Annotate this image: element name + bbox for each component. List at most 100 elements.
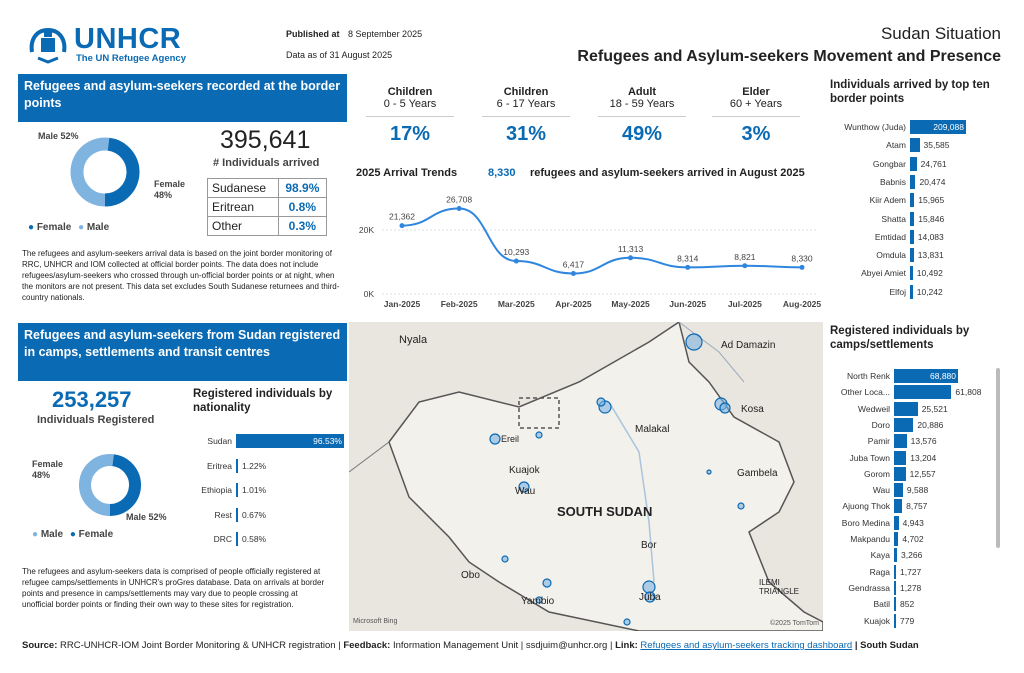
bar[interactable] — [910, 229, 914, 244]
nat-name: Eritrean — [207, 197, 279, 217]
trend-point[interactable] — [799, 264, 805, 270]
map[interactable]: Nyala Ad Damazin Kosa Malakal Gambela Ku… — [349, 322, 823, 631]
bar[interactable] — [894, 499, 903, 514]
bar-label: Babnis — [880, 176, 906, 187]
bar[interactable] — [910, 156, 917, 171]
bar-value: 12,557 — [909, 468, 936, 479]
bar[interactable] — [894, 564, 896, 579]
trend-point[interactable] — [742, 263, 748, 269]
map-place-juba: Juba — [639, 592, 661, 603]
trend-point[interactable] — [570, 270, 576, 276]
registered-section-title: Refugees and asylum-seekers from Sudan r… — [18, 323, 347, 381]
bar[interactable] — [894, 369, 958, 383]
donut1-legend: ● Female ● Male — [28, 222, 109, 233]
bar-label: Ethiopia — [201, 485, 232, 495]
bar-row: Pamir 13,576 — [826, 434, 998, 449]
bar-label: Shatta — [881, 213, 906, 224]
map-place-ereil: Ereil — [501, 434, 520, 444]
nat-pct: 98.9% — [277, 178, 328, 198]
bar[interactable] — [894, 417, 914, 432]
male-slice — [79, 454, 114, 516]
bar[interactable] — [910, 120, 966, 134]
published-date: 8 September 2025 — [348, 29, 423, 39]
bar-row: Atam 35,585 — [826, 138, 1016, 153]
bar[interactable] — [236, 434, 344, 448]
bar-value: 10,242 — [916, 286, 943, 297]
map-place-wau: Wau — [515, 486, 536, 497]
trend-point[interactable] — [685, 264, 691, 270]
bar[interactable] — [236, 532, 238, 546]
bar[interactable] — [894, 450, 907, 465]
footer-feedback-label: Feedback: — [343, 640, 391, 651]
age-range: 18 - 59 Years — [609, 98, 675, 110]
bar[interactable] — [894, 580, 896, 595]
trend-point[interactable] — [513, 258, 519, 264]
bar-row: Raga 1,727 — [826, 564, 998, 579]
trend-point[interactable] — [456, 206, 462, 212]
border-note: The refugees and asylum-seekers arrival … — [22, 249, 340, 302]
female-slice — [104, 137, 140, 207]
bar-row: Abyei Amiet 10,492 — [826, 266, 1016, 281]
registered-total: 253,257 — [52, 387, 132, 412]
bar-label: Eritrea — [206, 460, 232, 471]
bar[interactable] — [910, 138, 920, 153]
donut1-male-label: Male 52% — [38, 131, 79, 141]
bar-value: 10,492 — [916, 268, 943, 279]
bar-row: Gorom 12,557 — [826, 466, 998, 481]
age-group-3: Elder 60 + Years 3% — [708, 86, 804, 146]
bar[interactable] — [894, 483, 903, 498]
dashboard-link[interactable]: Refugees and asylum-seekers tracking das… — [640, 640, 853, 651]
bar-value: 0.58% — [242, 534, 267, 544]
map-place-damazin: Ad Damazin — [721, 340, 776, 351]
bar-row: Rest 0.67% — [190, 507, 348, 522]
bar-row: Wunthow (Juda) 209,088 — [826, 120, 1016, 134]
bar[interactable] — [894, 466, 906, 481]
bar-row: Makpandu 4,702 — [826, 532, 998, 546]
bar[interactable] — [910, 174, 916, 189]
bar[interactable] — [236, 507, 238, 522]
registered-note: The refugees and asylum-seekers data is … — [22, 567, 325, 609]
legend-male-dot: ● — [78, 222, 85, 233]
bar-row: Kiir Adem 15,965 — [826, 193, 1016, 208]
bar-value: 209,088 — [933, 122, 964, 132]
bar-value: 852 — [900, 599, 915, 610]
trend-highlight-num: 8,330 — [488, 167, 516, 179]
bar[interactable] — [894, 385, 952, 400]
bar[interactable] — [894, 401, 918, 416]
bar-row: Wau 9,588 — [826, 483, 998, 498]
age-groups: Children 0 - 5 Years 17% Children 6 - 17… — [362, 86, 810, 156]
bar[interactable] — [910, 284, 913, 299]
nat-pct: 0.3% — [277, 216, 328, 236]
reg-nat-title: Registered individuals by nationality — [193, 388, 333, 414]
bar-label: Makpandu — [850, 534, 890, 544]
bar[interactable] — [894, 515, 899, 530]
bar-label: Kiir Adem — [869, 195, 906, 206]
age-name: Adult — [627, 86, 657, 98]
bar[interactable] — [894, 548, 898, 563]
bar[interactable] — [236, 458, 238, 473]
x-tick-label: Feb-2025 — [441, 299, 478, 309]
bar[interactable] — [910, 248, 914, 263]
laurel-icon — [29, 28, 67, 64]
bar[interactable] — [894, 613, 896, 628]
bar-label: Juba Town — [849, 452, 890, 463]
border-gender-donut — [70, 137, 140, 207]
trend-data-label: 8,314 — [677, 253, 699, 263]
bar[interactable] — [910, 266, 913, 281]
trend-point[interactable] — [399, 223, 405, 229]
bar[interactable] — [910, 211, 915, 226]
footer-link-label: Link: — [615, 640, 638, 651]
bar[interactable] — [894, 532, 899, 546]
trend-data-label: 11,313 — [618, 244, 644, 254]
bar[interactable] — [236, 483, 238, 497]
bar-label: Sudan — [207, 436, 232, 446]
male-slice — [70, 137, 110, 207]
bar-label: Kuajok — [864, 615, 890, 626]
trend-point[interactable] — [628, 255, 634, 261]
bar[interactable] — [910, 193, 915, 208]
footer-feedback-text: Information Management Unit | ssdjuim@un… — [392, 640, 613, 651]
bar[interactable] — [894, 434, 907, 449]
bar-label: Kaya — [870, 550, 890, 561]
camps-scrollbar[interactable] — [996, 368, 1000, 548]
bar[interactable] — [894, 597, 896, 612]
